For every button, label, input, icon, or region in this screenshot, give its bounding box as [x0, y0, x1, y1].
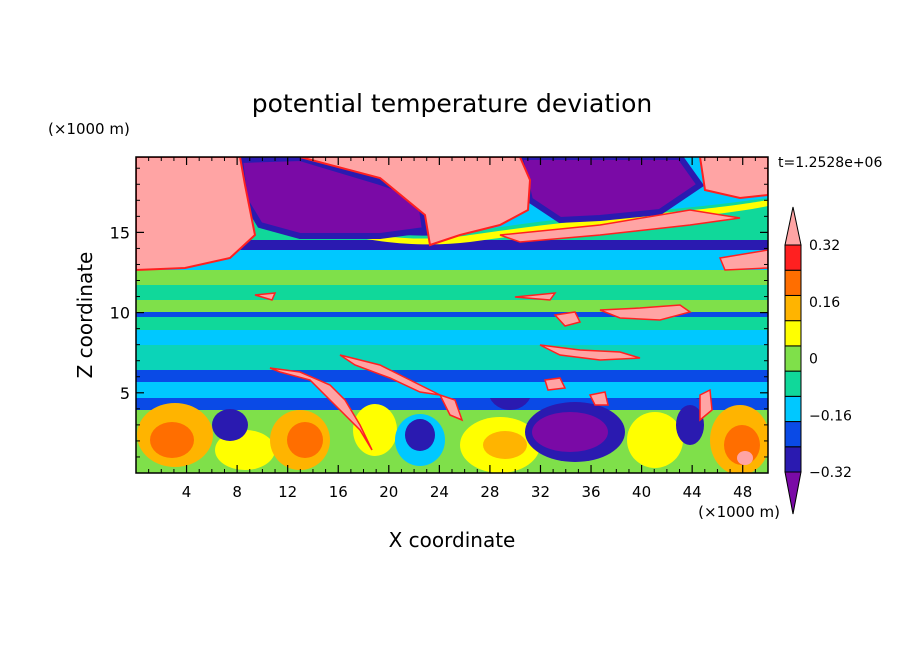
x-axis-title: X coordinate [389, 528, 516, 552]
x-tick-label: 44 [683, 483, 702, 501]
time-label: t=1.2528e+06 [778, 155, 882, 171]
colorbar-swatch [784, 294, 802, 322]
x-tick-label: 48 [733, 483, 752, 501]
warm-filament [588, 391, 609, 406]
colorbar-label: −0.16 [809, 408, 852, 424]
blue-band [136, 370, 768, 382]
heatmap-field [136, 157, 768, 473]
warm-filament [699, 388, 713, 422]
x-tick-label: 8 [232, 483, 242, 501]
warm-filament [539, 344, 641, 361]
blue-band [136, 312, 768, 317]
cold-cell [236, 157, 429, 239]
cold-cell [516, 157, 705, 224]
warm-cell [136, 157, 257, 272]
warm-filament [544, 377, 567, 391]
cold-blob [676, 405, 704, 445]
mid-green-layer [136, 345, 768, 370]
warm-cell [499, 209, 741, 243]
colorbar-swatch [784, 244, 802, 271]
colorbar-swatch [784, 320, 802, 347]
x-axis-ticks: 4 8 12 16 20 24 28 32 36 40 44 48 [148, 157, 756, 501]
x-tick-label: 40 [632, 483, 651, 501]
y-tick-label: 5 [120, 384, 130, 403]
warm-blob [150, 422, 194, 458]
x-unit-label: (×1000 m) [698, 503, 780, 521]
warm-cell [718, 249, 768, 271]
x-tick-label: 32 [531, 483, 550, 501]
colorbar-swatch [784, 395, 802, 423]
cold-blob [405, 419, 435, 451]
colorbar: 0.32 0.16 0 −0.16 −0.32 [784, 206, 852, 515]
colorbar-label: 0 [809, 352, 818, 368]
warm-blob [627, 412, 683, 468]
x-tick-label: 24 [430, 483, 449, 501]
warm-filament [599, 304, 692, 321]
x-tick-label: 4 [182, 483, 192, 501]
chart-title: potential temperature deviation [252, 89, 652, 118]
colorbar-swatch-max [784, 206, 802, 246]
y-axis-ticks: 5 10 15 [110, 167, 768, 458]
x-tick-label: 36 [581, 483, 600, 501]
warm-blob [737, 451, 753, 465]
warm-blob [483, 431, 527, 459]
warm-blob [287, 422, 323, 458]
warm-cell [698, 157, 768, 200]
colorbar-swatch-min [784, 471, 802, 515]
y-tick-label: 15 [110, 223, 130, 242]
warm-filament [438, 393, 464, 422]
colorbar-swatch [784, 269, 802, 296]
colorbar-label: 0.16 [809, 295, 840, 311]
x-tick-label: 20 [379, 483, 398, 501]
colorbar-swatch [784, 370, 802, 397]
y-axis-title: Z coordinate [73, 252, 97, 379]
colorbar-label: −0.32 [809, 465, 852, 481]
warm-cell [299, 157, 532, 247]
x-tick-label: 16 [329, 483, 348, 501]
warm-filament [254, 292, 277, 301]
colorbar-swatch [784, 446, 802, 473]
warm-blob [353, 404, 397, 456]
y-tick-label: 10 [110, 304, 130, 323]
x-tick-label: 28 [480, 483, 499, 501]
colorbar-swatch [784, 421, 802, 448]
warm-filament [553, 311, 582, 327]
cold-blob [212, 409, 248, 441]
upper-green-strip [136, 285, 768, 300]
y-unit-label: (×1000 m) [48, 120, 130, 138]
cold-blob [532, 412, 608, 452]
warm-filament [269, 367, 373, 451]
warm-filament [514, 292, 557, 301]
x-tick-label: 12 [278, 483, 297, 501]
colorbar-swatch [784, 345, 802, 372]
colorbar-label: 0.32 [809, 238, 840, 254]
